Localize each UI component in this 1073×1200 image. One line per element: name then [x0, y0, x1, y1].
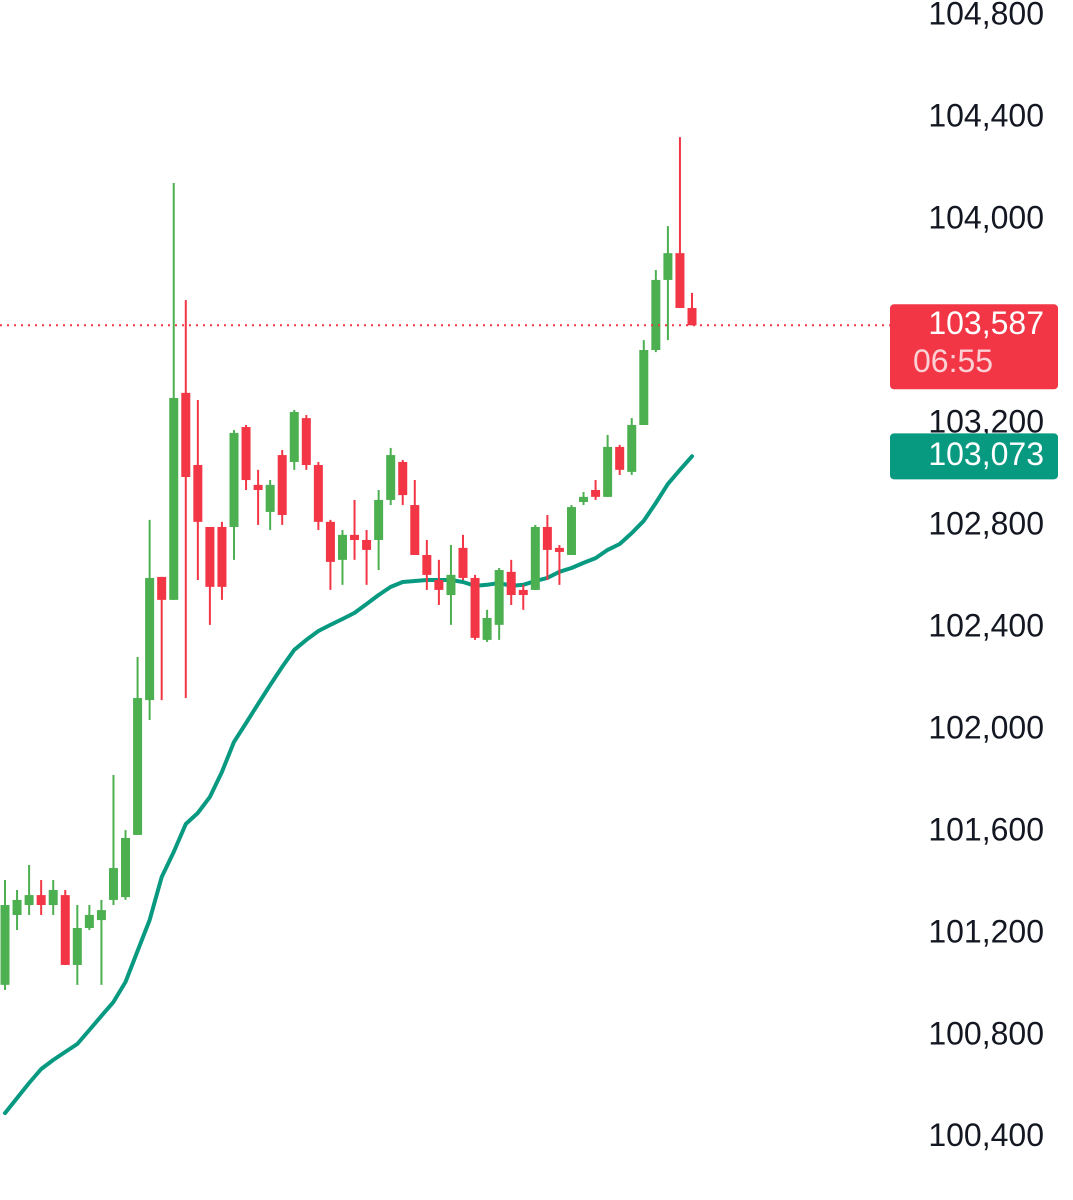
candle-body [591, 489, 601, 497]
y-tick-label: 100,800 [928, 1015, 1044, 1051]
candle-body [422, 555, 432, 575]
candle-body [374, 499, 384, 540]
countdown-label: 06:55 [913, 343, 993, 379]
candle-body [518, 589, 528, 596]
candle-body [362, 539, 372, 550]
y-tick-label: 104,400 [928, 97, 1044, 133]
candle-body [145, 577, 155, 701]
candle-body [494, 570, 504, 625]
candle-body [121, 837, 131, 898]
candle-body [229, 432, 239, 527]
y-tick-label: 102,000 [928, 709, 1044, 745]
candle-body [386, 455, 396, 500]
candle-body [60, 895, 70, 965]
candle-body [639, 350, 649, 425]
candle-body [663, 253, 673, 280]
y-tick-label: 101,200 [928, 913, 1044, 949]
candle-body [24, 895, 34, 906]
last-price-label: 103,587 [928, 305, 1044, 341]
candle-body [603, 446, 613, 497]
y-tick-label: 100,400 [928, 1117, 1044, 1153]
candle-body [48, 889, 58, 906]
y-tick-label: 102,800 [928, 505, 1044, 541]
candle-body [205, 526, 215, 587]
candle-body [651, 279, 661, 351]
candle-body [289, 411, 299, 462]
y-tick-label: 101,600 [928, 811, 1044, 847]
candle-body [241, 427, 251, 481]
candle-body [12, 899, 22, 915]
candle-body [434, 579, 444, 590]
candle-body [350, 534, 360, 540]
candle-body [579, 496, 589, 502]
candle-body [554, 547, 564, 552]
ma-value-label: 103,073 [928, 436, 1044, 472]
candle-body [458, 547, 468, 578]
candle-body [84, 914, 94, 928]
candle-body [133, 698, 143, 835]
candle-body [265, 484, 275, 512]
candle-body [542, 526, 552, 550]
ma-value-box [890, 433, 1058, 480]
candle-body [217, 526, 227, 587]
candle-body [36, 895, 46, 906]
candle-body [446, 574, 456, 596]
y-tick-label: 104,000 [928, 199, 1044, 235]
candle-body [96, 910, 106, 921]
candle-body [675, 253, 685, 308]
candle-body [506, 571, 516, 596]
y-tick-label: 102,400 [928, 607, 1044, 643]
candle-body [169, 397, 179, 600]
candle-body [398, 461, 408, 496]
candle-body [301, 418, 311, 466]
candle-body [410, 505, 420, 556]
candle-body [72, 927, 82, 965]
candle-body [687, 307, 697, 326]
candle-body [337, 534, 347, 560]
y-tick-label: 104,800 [928, 0, 1044, 32]
candle-body [181, 392, 191, 477]
candle-body [627, 424, 637, 472]
candle-body [157, 576, 167, 600]
candle-body [566, 507, 576, 556]
candle-body [325, 521, 335, 562]
candle-body [193, 465, 203, 522]
candle-body [482, 617, 492, 640]
moving-average-line [3, 454, 694, 1116]
candle-body [108, 868, 118, 900]
candle-body [615, 446, 625, 470]
candle-body [530, 526, 540, 590]
candle-body [313, 465, 323, 522]
candle-body [277, 455, 287, 515]
last-price-box [890, 304, 1058, 390]
candle-body [253, 484, 263, 490]
candle-body [0, 905, 10, 985]
candle-body [470, 577, 480, 638]
